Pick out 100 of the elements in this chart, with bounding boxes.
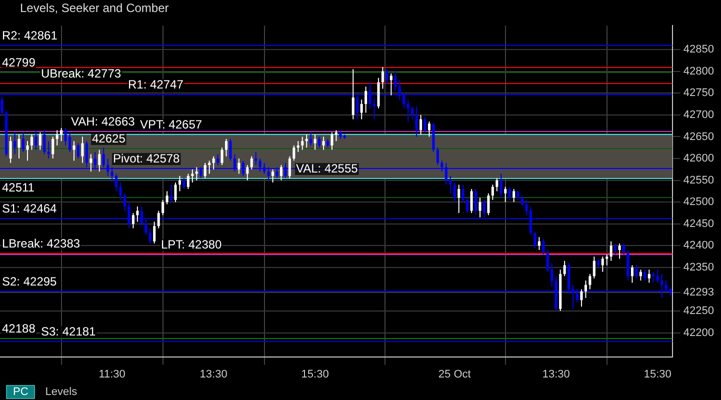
candlestick [229,138,232,162]
candlestick [64,128,67,146]
candlestick [254,151,258,166]
x-tick-label: 13:30 [542,368,570,380]
candlestick [644,269,646,282]
candlestick [550,262,554,288]
candlestick [47,140,50,160]
ref-line-label: 42511 [2,180,35,194]
candlestick [238,158,240,174]
candlestick [34,130,38,150]
candlestick [462,184,464,203]
candlestick [153,221,156,244]
candlestick [305,134,308,148]
candlestick [470,188,473,214]
candlestick [220,147,224,166]
y-tick-label: 42700 [683,108,714,121]
candlestick [377,77,380,109]
candlestick [508,186,511,200]
candlestick [30,134,33,150]
candlestick [68,132,72,152]
candlestick [216,154,220,166]
candlestick [90,154,92,172]
candlestick [538,236,540,251]
candlestick [458,184,460,214]
candlestick [630,264,634,284]
candlestick [652,271,655,284]
candlestick [521,195,524,207]
candlestick [14,132,16,155]
candlestick [614,242,617,255]
candlestick [22,132,25,152]
y-tick-label: 42200 [683,326,714,339]
y-tick-label: 42450 [683,218,714,230]
candlestick [38,132,42,150]
y-tick-label: 42350 [683,261,714,274]
candlestick [191,168,194,183]
candlestick [563,260,566,277]
candlestick [610,240,612,262]
candlestick [115,173,118,192]
candlestick [208,160,211,174]
candlestick [81,136,84,164]
candlestick [9,136,12,164]
candlestick [43,130,46,155]
candlestick [174,182,177,203]
ref-line-label: LBreak: 42383 [2,236,80,250]
candlestick [56,130,58,146]
ref-line-label: R2: 42861 [2,28,58,42]
candlestick [364,86,368,114]
y-tick-label: 42400 [683,240,714,252]
candlestick [491,184,494,200]
candlestick [580,288,583,308]
candlestick [512,188,516,203]
candlestick [148,228,152,244]
y-tick-label: 42293 [683,286,714,298]
candlestick [119,182,122,200]
candlestick [195,166,198,181]
candlestick [546,250,549,272]
candlestick [390,73,392,96]
candlestick [18,134,20,160]
candlestick [415,106,418,138]
candlestick [436,147,439,166]
ref-line-label: VPT: 42657 [140,117,202,132]
candlestick [301,136,304,150]
chart-title: Levels, Seeker and Comber [19,0,170,16]
candlestick [314,134,316,150]
y-tick-label: 42550 [683,174,714,186]
candlestick [166,190,168,205]
candlestick [496,178,498,192]
candlestick [635,264,638,279]
ref-line-label: 42799 [2,55,36,70]
candlestick [52,136,54,160]
text: PC [6,385,36,399]
candlestick [296,140,300,152]
y-tick-label: 42750 [683,87,714,100]
candlestick [606,254,608,266]
ref-line-label: R1: 42747 [128,77,184,92]
ref-line-label: S1: 42464 [2,201,58,216]
x-tick-label: 13:30 [200,368,228,380]
ref-line-label: VAL: 42555 [296,161,358,176]
candlestick [656,269,659,284]
candlestick [76,142,80,160]
candlestick [534,232,536,248]
candlestick [186,173,190,190]
y-tick-label: 42850 [683,44,714,56]
candlestick [330,132,334,150]
candlestick [626,250,630,282]
candlestick [588,274,592,290]
candlestick [212,156,215,170]
candlestick [386,68,388,85]
candlestick [406,99,410,122]
candlestick [639,269,642,282]
candlestick [381,66,384,90]
candlestick [157,210,160,229]
candlestick [132,212,134,229]
candlestick [26,140,29,162]
candlestick [428,120,431,138]
candlestick [542,238,545,255]
y-tick-label: 42500 [683,196,714,208]
candlestick [204,162,206,179]
candlestick [322,136,325,150]
candlestick [72,140,76,162]
